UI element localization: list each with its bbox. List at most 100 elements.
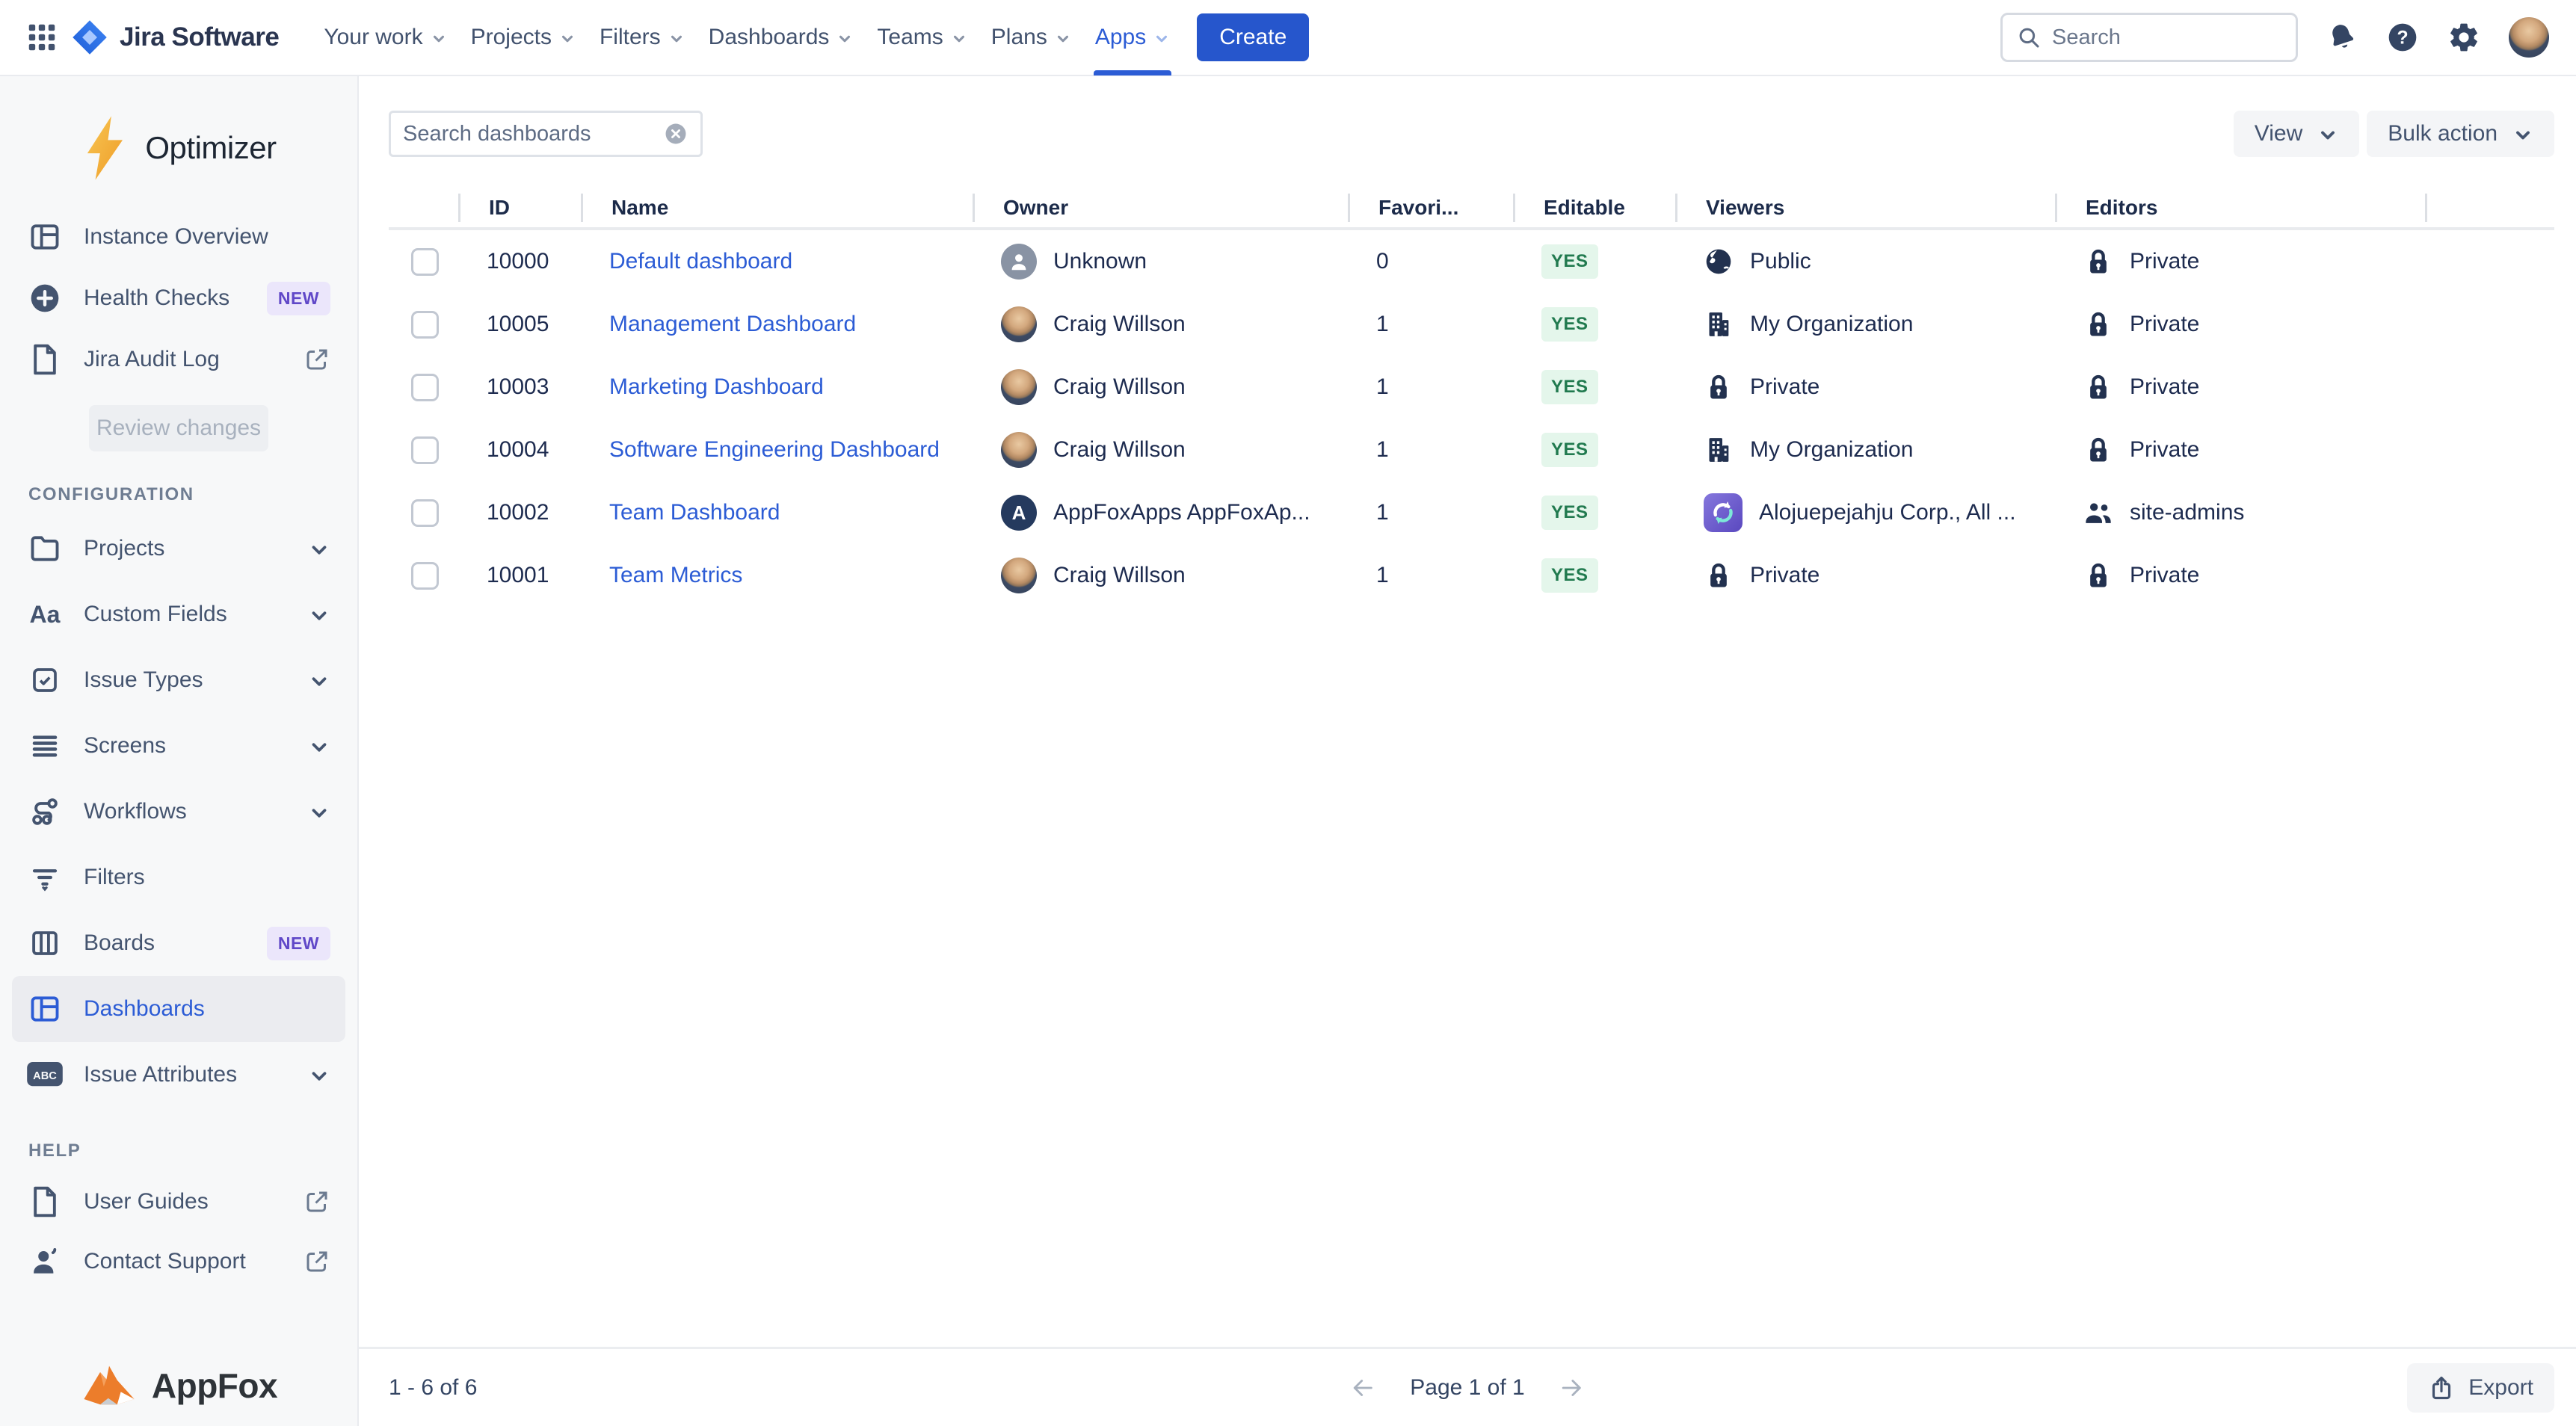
building-icon	[1704, 309, 1734, 339]
nav-plans[interactable]: Plans	[979, 0, 1083, 75]
lightning-bolt-icon	[81, 114, 129, 182]
editable-badge: YES	[1541, 558, 1598, 593]
cell-select	[389, 562, 458, 590]
next-page-icon[interactable]	[1558, 1374, 1586, 1402]
search-icon	[2016, 25, 2042, 50]
cell-name: Team Metrics	[581, 563, 973, 588]
sidebar-item-user-guides[interactable]: User Guides	[12, 1172, 345, 1232]
cell-viewers: Private	[1675, 372, 2055, 402]
column-editors[interactable]: Editors	[2055, 194, 2425, 222]
person-icon	[27, 1246, 63, 1277]
dashboard-name-link[interactable]: Management Dashboard	[609, 312, 856, 337]
editable-badge: YES	[1541, 370, 1598, 404]
lock-icon	[2083, 561, 2113, 590]
sidebar-item-health-checks[interactable]: Health Checks NEW	[12, 268, 345, 329]
row-checkbox[interactable]	[411, 311, 439, 339]
editable-badge: YES	[1541, 307, 1598, 342]
view-dropdown-button[interactable]: View	[2234, 111, 2359, 157]
row-checkbox[interactable]	[411, 499, 439, 527]
dashboards-main-panel: View Bulk action ID Name Owner Favori...…	[359, 76, 2576, 1426]
document-icon	[27, 343, 63, 376]
column-id[interactable]: ID	[458, 194, 581, 222]
column-name[interactable]: Name	[581, 194, 973, 222]
nav-filters[interactable]: Filters	[588, 0, 697, 75]
sidebar-item-contact-support[interactable]: Contact Support	[12, 1232, 345, 1291]
dashboard-name-link[interactable]: Team Metrics	[609, 563, 742, 588]
external-link-icon	[303, 1188, 330, 1215]
sidebar-item-boards[interactable]: Boards NEW	[12, 910, 345, 976]
jira-diamond-icon	[70, 18, 109, 57]
jira-logo[interactable]: Jira Software	[70, 18, 279, 57]
svg-text:?: ?	[2397, 28, 2408, 48]
cell-editable: YES	[1513, 496, 1675, 530]
table-row: 10005Management DashboardCraig Willson1Y…	[389, 293, 2576, 356]
column-editable[interactable]: Editable	[1513, 194, 1675, 222]
notifications-bell-icon[interactable]	[2323, 18, 2362, 58]
dashboard-name-link[interactable]: Default dashboard	[609, 249, 792, 274]
external-link-icon	[303, 346, 330, 373]
user-avatar[interactable]	[2509, 17, 2549, 58]
filter-icon	[27, 862, 63, 893]
clear-search-icon[interactable]	[663, 121, 688, 146]
cell-owner: Unknown	[973, 244, 1348, 280]
global-search[interactable]	[2000, 13, 2298, 62]
cell-editable: YES	[1513, 370, 1675, 404]
sidebar-item-projects[interactable]: Projects	[12, 516, 345, 581]
cell-name: Default dashboard	[581, 249, 973, 274]
nav-your-work[interactable]: Your work	[312, 0, 458, 75]
export-button[interactable]: Export	[2407, 1363, 2554, 1413]
chevron-down-icon	[2317, 125, 2338, 146]
sidebar-item-screens[interactable]: Screens	[12, 713, 345, 779]
cell-id: 10003	[458, 374, 581, 400]
dashboard-name-link[interactable]: Software Engineering Dashboard	[609, 437, 940, 463]
sidebar-item-instance-overview[interactable]: Instance Overview	[12, 206, 345, 268]
cell-owner: Craig Willson	[973, 558, 1348, 593]
app-switcher-icon[interactable]	[21, 16, 63, 58]
nav-apps[interactable]: Apps	[1083, 0, 1182, 75]
cell-favorites: 1	[1348, 563, 1513, 588]
create-button[interactable]: Create	[1197, 13, 1309, 61]
column-favorites[interactable]: Favori...	[1348, 194, 1513, 222]
nav-dashboards[interactable]: Dashboards	[697, 0, 866, 75]
cell-favorites: 0	[1348, 249, 1513, 274]
cell-select	[389, 374, 458, 401]
sidebar-item-custom-fields[interactable]: Aa Custom Fields	[12, 581, 345, 647]
cell-editors: Private	[2055, 561, 2425, 590]
building-icon	[1704, 435, 1734, 465]
sidebar-item-dashboards[interactable]: Dashboards	[12, 976, 345, 1042]
workflow-icon	[27, 795, 63, 828]
cell-owner: Craig Willson	[973, 369, 1348, 405]
table-row: 10001 Team Metrics Craig Willson1 YES Privat…	[389, 544, 2576, 607]
sidebar-item-workflows[interactable]: Workflows	[12, 779, 345, 845]
search-dashboards-field[interactable]	[389, 111, 703, 157]
row-checkbox[interactable]	[411, 436, 439, 464]
previous-page-icon[interactable]	[1349, 1374, 1377, 1402]
fox-icon	[80, 1363, 138, 1408]
nav-projects[interactable]: Projects	[459, 0, 588, 75]
dashboard-name-link[interactable]: Team Dashboard	[609, 500, 780, 525]
global-search-input[interactable]	[2052, 25, 2282, 50]
row-checkbox[interactable]	[411, 248, 439, 276]
help-icon[interactable]: ?	[2386, 21, 2419, 54]
column-owner[interactable]: Owner	[973, 194, 1348, 222]
row-checkbox[interactable]	[411, 562, 439, 590]
column-viewers[interactable]: Viewers	[1675, 194, 2055, 222]
review-changes-button[interactable]: Review changes	[89, 405, 268, 451]
cell-name: Software Engineering Dashboard	[581, 437, 973, 463]
bulk-action-dropdown-button[interactable]: Bulk action	[2367, 111, 2554, 157]
cell-select	[389, 311, 458, 339]
search-dashboards-input[interactable]	[403, 122, 657, 146]
nav-teams[interactable]: Teams	[865, 0, 979, 75]
sidebar-item-issue-types[interactable]: Issue Types	[12, 647, 345, 713]
cell-viewers: Public	[1675, 247, 2055, 277]
chevron-down-icon	[836, 31, 853, 47]
new-badge: NEW	[267, 927, 330, 960]
settings-gear-icon[interactable]	[2447, 21, 2480, 54]
sidebar-item-issue-attributes[interactable]: ABC Issue Attributes	[12, 1042, 345, 1108]
row-checkbox[interactable]	[411, 374, 439, 401]
chevron-down-icon	[308, 1065, 330, 1087]
dashboard-name-link[interactable]: Marketing Dashboard	[609, 374, 824, 400]
sidebar-item-filters[interactable]: Filters	[12, 845, 345, 910]
sidebar-item-jira-audit-log[interactable]: Jira Audit Log	[12, 329, 345, 390]
cell-id: 10001	[458, 563, 581, 588]
